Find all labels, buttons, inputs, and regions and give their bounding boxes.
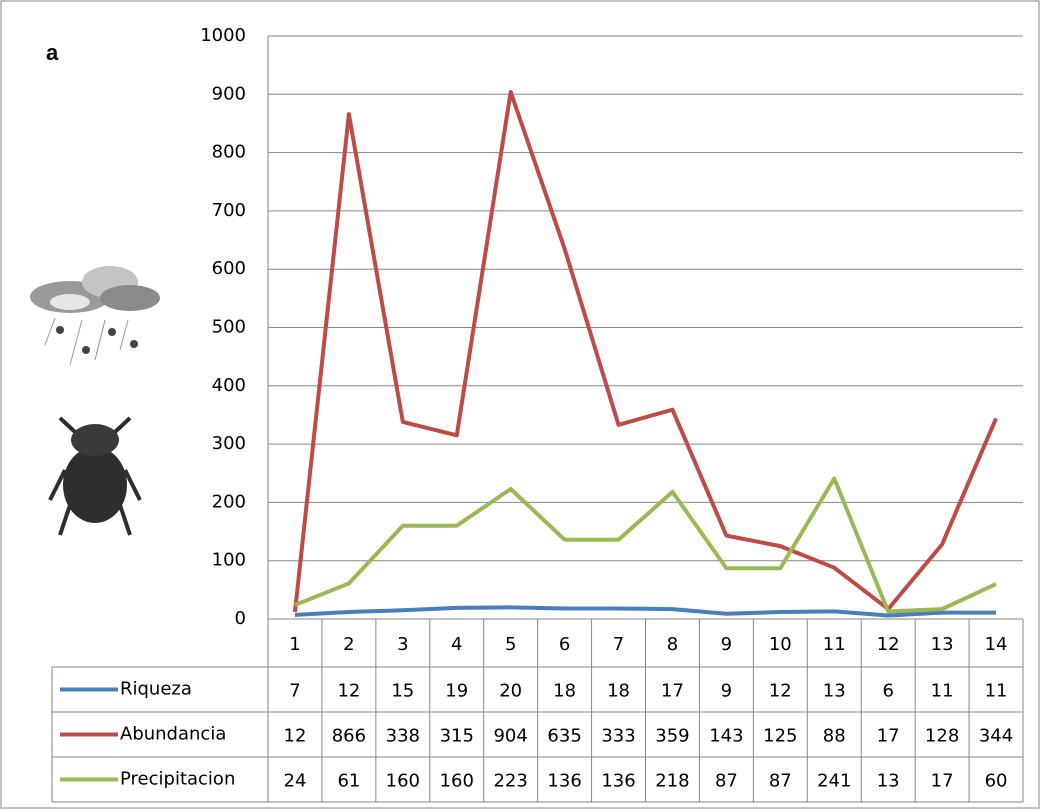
table-value: 60: [985, 771, 1008, 792]
table-value: 315: [440, 726, 474, 747]
y-tick-label: 300: [212, 433, 246, 454]
y-tick-label: 800: [212, 142, 246, 163]
series-line: [292, 89, 998, 613]
table-value: 17: [877, 726, 900, 747]
x-tick-label: 3: [397, 634, 408, 655]
y-tick-label: 0: [235, 608, 246, 629]
y-tick-label: 1000: [200, 25, 246, 46]
series-line: [294, 476, 997, 614]
panel-label: a: [46, 40, 59, 65]
legend-label: Precipitacion: [120, 769, 235, 790]
table-value: 9: [721, 681, 732, 702]
table-value: 11: [985, 681, 1008, 702]
x-tick-label: 11: [823, 634, 846, 655]
table-value: 13: [877, 771, 900, 792]
table-value: 160: [440, 771, 474, 792]
table-value: 20: [499, 681, 522, 702]
table-value: 635: [547, 726, 581, 747]
table-value: 333: [601, 726, 635, 747]
table-value: 904: [493, 726, 527, 747]
table-value: 223: [493, 771, 527, 792]
x-tick-label: 7: [613, 634, 624, 655]
y-tick-label: 700: [212, 200, 246, 221]
table-value: 344: [979, 726, 1013, 747]
x-tick-label: 9: [721, 634, 732, 655]
y-tick-label: 500: [212, 317, 246, 338]
table-value: 7: [289, 681, 300, 702]
x-tick-label: 13: [931, 634, 954, 655]
table-value: 218: [655, 771, 689, 792]
table-value: 17: [661, 681, 684, 702]
table-value: 24: [284, 771, 307, 792]
table-value: 87: [769, 771, 792, 792]
y-tick-label: 600: [212, 258, 246, 279]
table-value: 241: [817, 771, 851, 792]
table-value: 866: [332, 726, 366, 747]
table-value: 338: [386, 726, 420, 747]
table-value: 143: [709, 726, 743, 747]
x-tick-label: 2: [343, 634, 354, 655]
table-value: 19: [445, 681, 468, 702]
table-value: 160: [386, 771, 420, 792]
beetle-icon: [48, 416, 142, 536]
table-value: 359: [655, 726, 689, 747]
table-value: 136: [547, 771, 581, 792]
legend-label: Abundancia: [120, 724, 226, 745]
table-value: 61: [337, 771, 360, 792]
table-value: 125: [763, 726, 797, 747]
y-tick-label: 100: [212, 550, 246, 571]
x-tick-label: 14: [985, 634, 1008, 655]
table-value: 128: [925, 726, 959, 747]
table-value: 12: [284, 726, 307, 747]
x-tick-label: 6: [559, 634, 570, 655]
table-value: 87: [715, 771, 738, 792]
table-value: 17: [931, 771, 954, 792]
table-value: 15: [391, 681, 414, 702]
table-value: 88: [823, 726, 846, 747]
table-value: 6: [882, 681, 893, 702]
y-tick-label: 200: [212, 491, 246, 512]
table-value: 11: [931, 681, 954, 702]
y-tick-label: 900: [212, 83, 246, 104]
legend-label: Riqueza: [120, 679, 192, 700]
table-value: 18: [607, 681, 630, 702]
table-value: 12: [769, 681, 792, 702]
x-tick-label: 1: [289, 634, 300, 655]
x-tick-label: 8: [667, 634, 678, 655]
x-tick-label: 4: [451, 634, 462, 655]
y-tick-label: 400: [212, 375, 246, 396]
table-value: 12: [337, 681, 360, 702]
rain-icon: [30, 266, 160, 366]
table-value: 136: [601, 771, 635, 792]
x-tick-label: 10: [769, 634, 792, 655]
table-value: 18: [553, 681, 576, 702]
series-line: [294, 605, 997, 618]
x-tick-label: 12: [877, 634, 900, 655]
table-value: 13: [823, 681, 846, 702]
x-tick-label: 5: [505, 634, 516, 655]
